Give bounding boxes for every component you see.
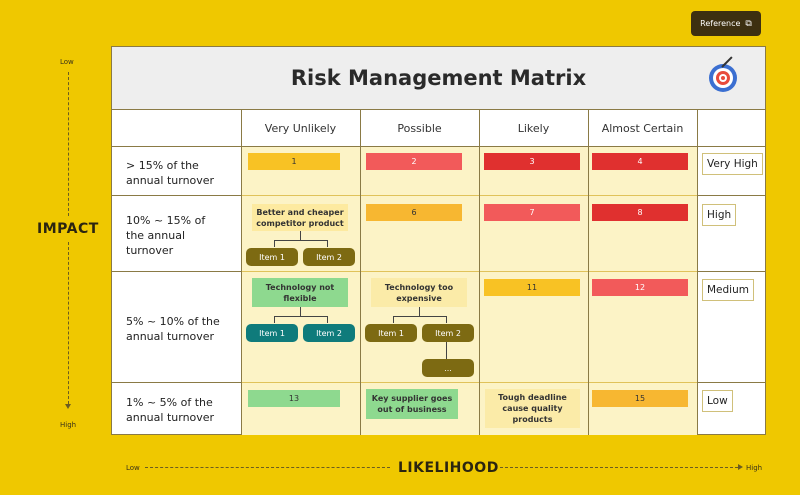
note-tough-deadline[interactable]: Tough deadline cause quality products <box>485 389 580 428</box>
level-medium: Medium <box>702 279 754 301</box>
connector-line <box>327 316 328 323</box>
matrix-title: Risk Management Matrix <box>290 66 587 90</box>
grid-line <box>697 195 765 196</box>
target-icon <box>709 56 737 92</box>
risk-cell-12[interactable]: 12 <box>592 279 688 296</box>
connector-line <box>274 316 327 317</box>
connector-line <box>274 240 275 247</box>
item-2-pill[interactable]: Item 2 <box>303 324 355 342</box>
level-high: High <box>702 204 737 226</box>
risk-cell-13[interactable]: 13 <box>248 390 340 407</box>
risk-cell-1[interactable]: 1 <box>248 153 340 170</box>
row-header-line: 10% ~ 15% of <box>126 214 206 227</box>
risk-cell-4[interactable]: 4 <box>592 153 688 170</box>
impact-axis-line-top <box>68 72 69 216</box>
level-very-high: Very High <box>702 153 763 175</box>
likelihood-high-label: High <box>746 464 763 472</box>
grid-line <box>112 195 241 196</box>
connector-line <box>393 316 394 323</box>
impact-arrow-icon <box>65 404 71 409</box>
impact-high-label: High <box>60 421 77 429</box>
risk-matrix: Risk Management Matrix Very Unlikely Pos… <box>111 46 766 435</box>
connector-line <box>274 316 275 323</box>
row-header-line: 1% ~ 5% of the <box>126 396 213 409</box>
row-header-very-high: > 15% of the annual turnover <box>126 158 214 188</box>
connector-line <box>327 240 328 247</box>
row-header-line: annual turnover <box>126 174 215 187</box>
row-header-line: 5% ~ 10% of the <box>126 315 220 328</box>
likelihood-axis-line-left <box>145 467 390 468</box>
item-1-pill[interactable]: Item 1 <box>246 324 298 342</box>
grid-line <box>588 110 589 435</box>
col-header-almost-certain: Almost Certain <box>601 121 684 135</box>
risk-cell-8[interactable]: 8 <box>592 204 688 221</box>
grid-line <box>697 110 698 435</box>
grid-line <box>241 195 699 196</box>
connector-line <box>419 307 420 316</box>
item-2-pill[interactable]: Item 2 <box>422 324 474 342</box>
external-link-icon: ⧉ <box>745 18 752 29</box>
grid-line <box>112 146 765 147</box>
impact-low-label: Low <box>60 58 74 66</box>
more-items-pill[interactable]: ... <box>422 359 474 377</box>
note-tech-not-flexible[interactable]: Technology not flexible <box>252 278 348 307</box>
row-header-line: annual turnover <box>126 330 215 343</box>
col-header-possible: Possible <box>397 121 442 135</box>
item-1-pill[interactable]: Item 1 <box>365 324 417 342</box>
note-better-cheaper[interactable]: Better and cheaper competitor product <box>252 204 348 231</box>
grid-line <box>697 382 765 383</box>
connector-line <box>446 342 447 359</box>
matrix-title-bar: Risk Management Matrix <box>112 47 765 110</box>
likelihood-axis-line-right <box>500 467 738 468</box>
grid-line <box>360 110 361 435</box>
row-header-line: turnover <box>126 244 174 257</box>
grid-line <box>697 271 765 272</box>
grid-line <box>241 382 699 383</box>
row-header-medium: 5% ~ 10% of the annual turnover <box>126 314 220 344</box>
likelihood-axis-title: LIKELIHOOD <box>398 460 499 476</box>
risk-cell-7[interactable]: 7 <box>484 204 580 221</box>
risk-cell-15[interactable]: 15 <box>592 390 688 407</box>
row-header-line: > 15% of the <box>126 159 199 172</box>
connector-line <box>300 307 301 316</box>
item-2-pill[interactable]: Item 2 <box>303 248 355 266</box>
reference-label: Reference <box>700 19 741 28</box>
note-key-supplier[interactable]: Key supplier goes out of business <box>366 389 458 419</box>
connector-line <box>300 231 301 240</box>
reference-button[interactable]: Reference ⧉ <box>691 11 761 36</box>
col-header-very-unlikely: Very Unlikely <box>264 121 337 135</box>
risk-cell-2[interactable]: 2 <box>366 153 462 170</box>
grid-line <box>241 271 699 272</box>
grid-line <box>479 110 480 435</box>
likelihood-arrow-icon <box>738 464 743 470</box>
connector-line <box>274 240 327 241</box>
grid-line <box>112 382 241 383</box>
risk-cell-3[interactable]: 3 <box>484 153 580 170</box>
row-header-high: 10% ~ 15% of the annual turnover <box>126 213 205 258</box>
impact-axis-line-bottom <box>68 242 69 404</box>
risk-cell-6[interactable]: 6 <box>366 204 462 221</box>
likelihood-low-label: Low <box>126 464 140 472</box>
grid-line <box>241 110 242 435</box>
item-1-pill[interactable]: Item 1 <box>246 248 298 266</box>
level-low: Low <box>702 390 733 412</box>
row-header-low: 1% ~ 5% of the annual turnover <box>126 395 214 425</box>
connector-line <box>393 316 446 317</box>
col-header-likely: Likely <box>517 121 550 135</box>
note-tech-too-expensive[interactable]: Technology too expensive <box>371 278 467 307</box>
impact-axis-title: IMPACT <box>37 221 99 237</box>
risk-cell-11[interactable]: 11 <box>484 279 580 296</box>
row-header-line: the annual <box>126 229 186 242</box>
row-header-line: annual turnover <box>126 411 215 424</box>
connector-line <box>446 316 447 323</box>
grid-line <box>112 271 241 272</box>
